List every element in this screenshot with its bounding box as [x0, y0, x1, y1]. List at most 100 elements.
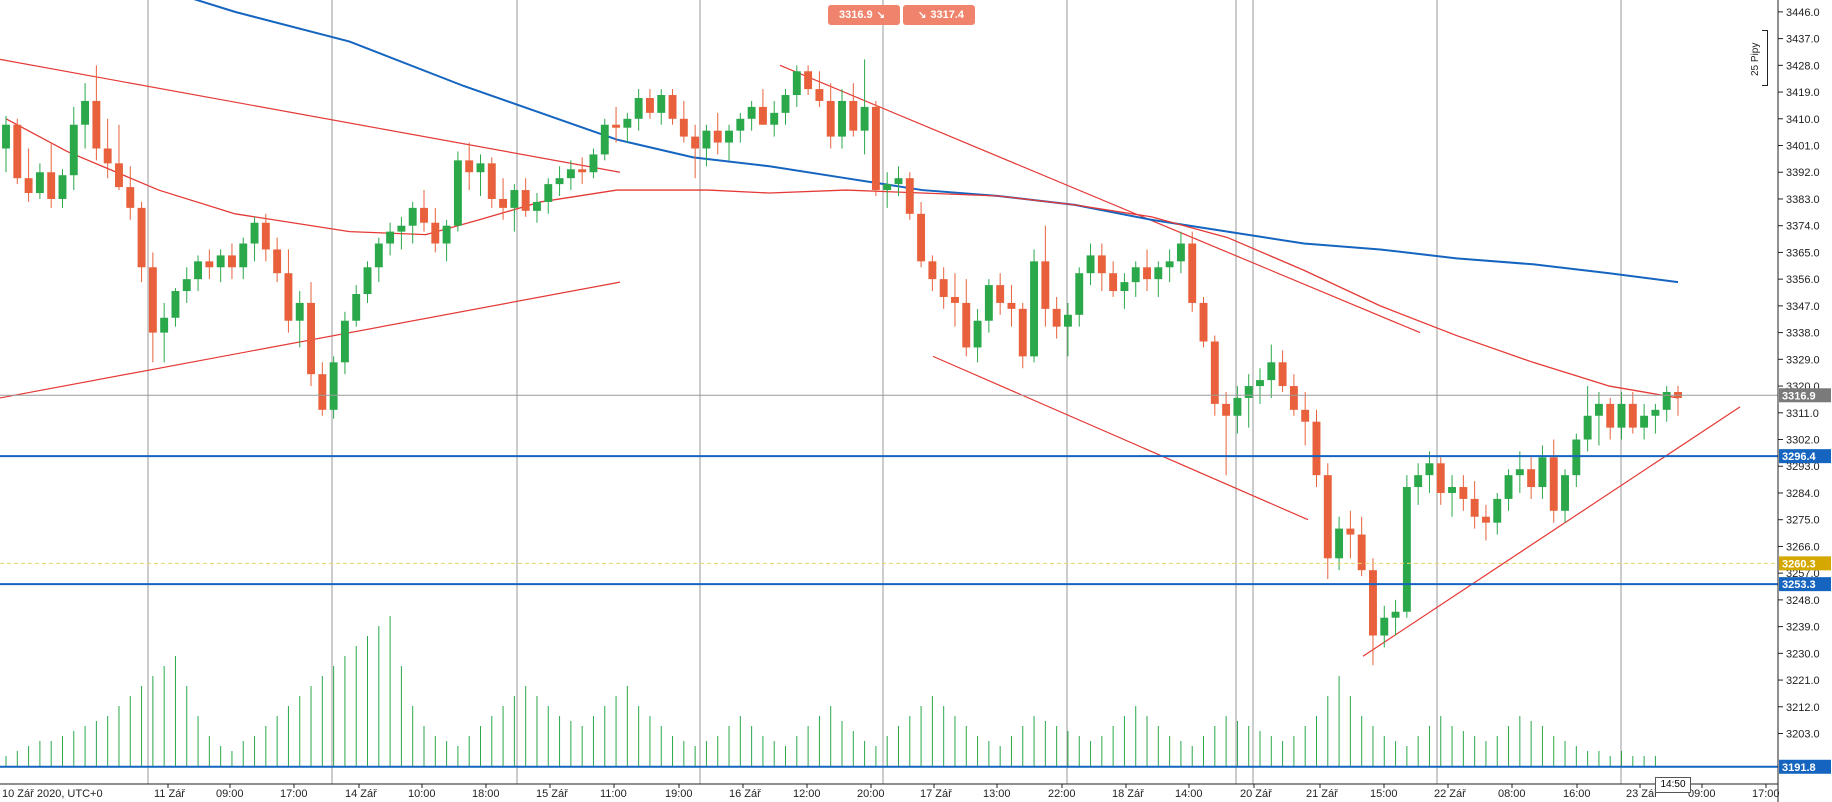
ask-button[interactable]: ↘ 3317.4: [903, 5, 975, 25]
candle-body: [566, 169, 575, 179]
candle-body: [1504, 475, 1513, 499]
candle-body: [1131, 267, 1140, 283]
candle-body: [1176, 243, 1185, 262]
x-tick-label: 10 Zář 2020, UTC+0: [2, 788, 103, 800]
moving-averages: [5, 0, 1679, 399]
candle-body: [1606, 403, 1615, 428]
y-tick-label: 3365.0: [1786, 247, 1820, 259]
candle-body: [1097, 255, 1106, 274]
candle-body: [928, 261, 937, 280]
candle-body: [792, 71, 801, 96]
candle-body: [1267, 362, 1276, 381]
x-tick-label: 11:00: [600, 788, 627, 800]
candle-body: [1459, 487, 1468, 499]
candle-body: [1414, 475, 1423, 488]
y-tick-label: 3347.0: [1786, 301, 1820, 313]
candle-body: [1640, 415, 1649, 428]
candle-body: [1369, 570, 1377, 636]
candle-body: [1515, 469, 1524, 476]
ask-price: 3317.4: [930, 9, 965, 21]
candle-body: [137, 207, 146, 268]
candle-body: [521, 190, 530, 211]
vertical-gridlines: [147, 0, 1622, 784]
candle-body: [1594, 403, 1603, 416]
x-tick-label: 22 Zář: [1434, 788, 1466, 800]
candle-body: [634, 98, 643, 119]
candle-body: [770, 112, 779, 125]
candle-body: [227, 255, 236, 268]
candle-body: [1323, 475, 1332, 559]
candle-body: [103, 148, 112, 164]
x-tick-label: 09:00: [1688, 788, 1716, 800]
candle-body: [1210, 341, 1219, 404]
price-tag-label: 3253.3: [1782, 579, 1816, 591]
candle-body: [1165, 261, 1174, 268]
candle-body: [713, 130, 722, 143]
candle-body: [1448, 487, 1457, 493]
candle-body: [1154, 267, 1163, 280]
candle-body: [984, 285, 993, 321]
candle-body: [374, 243, 383, 268]
x-tick-label: 14:00: [1175, 788, 1203, 800]
price-tag: [1779, 449, 1831, 464]
x-tick-label: 13:00: [983, 788, 1011, 800]
trendline: [1362, 406, 1741, 657]
x-tick-label: 21 Zář: [1306, 788, 1338, 800]
candle-body: [442, 225, 451, 244]
x-tick-label: 16:00: [1563, 788, 1591, 800]
candle-body: [815, 89, 824, 101]
candle-body: [1662, 392, 1671, 410]
trendline: [932, 355, 1309, 521]
y-tick-label: 3230.0: [1786, 648, 1820, 660]
y-tick-label: 3248.0: [1786, 595, 1820, 607]
candle-body: [171, 291, 180, 318]
y-tick-label: 3383.0: [1786, 194, 1820, 206]
candle-body: [69, 124, 78, 176]
candle-body: [1007, 302, 1016, 309]
candle-body: [623, 118, 632, 128]
candle-body: [58, 175, 67, 199]
candle-body: [838, 100, 846, 137]
candle-body: [1380, 617, 1389, 636]
y-tick-label: 3428.0: [1786, 60, 1820, 72]
candle-body: [1256, 380, 1264, 387]
volume-bars: [5, 616, 1656, 766]
y-tick-label: 3284.0: [1786, 488, 1820, 500]
candle-body: [1222, 403, 1231, 416]
pips-label: 25 Pipy: [1750, 42, 1761, 76]
candle-body: [1041, 261, 1050, 309]
x-tick-label: 17:00: [280, 788, 308, 800]
candle-body: [386, 231, 395, 244]
candle-body: [1120, 282, 1129, 292]
candle-body: [205, 261, 214, 268]
y-tick-label: 3203.0: [1786, 729, 1820, 741]
candle-body: [329, 362, 338, 410]
candle-body: [1312, 421, 1321, 476]
moving-average-red: [5, 118, 1679, 399]
candle-body: [758, 106, 767, 125]
candle-body: [1493, 498, 1502, 523]
x-tick-label: 20 Zář: [1240, 788, 1272, 800]
candle-body: [420, 207, 428, 223]
candle-body: [1346, 528, 1355, 535]
candle-body: [1289, 386, 1298, 410]
candle-body: [81, 100, 90, 125]
x-tick-label: 17 Zář: [920, 788, 952, 800]
candle-body: [284, 273, 293, 321]
candle-body: [182, 279, 191, 292]
y-tick-label: 3392.0: [1786, 167, 1820, 179]
y-tick-label: 3338.0: [1786, 328, 1820, 340]
candle-body: [1030, 261, 1039, 357]
candle-body: [194, 261, 203, 280]
candle-body: [216, 255, 225, 268]
horizontal-levels[interactable]: [0, 394, 1778, 768]
candle-body: [544, 184, 553, 202]
candle-body: [1063, 314, 1072, 327]
y-tick-label: 3419.0: [1786, 87, 1820, 99]
candle-body: [612, 124, 621, 128]
price-tag-label: 3316.9: [1782, 390, 1816, 402]
bid-button[interactable]: 3316.9 ↘: [828, 5, 900, 25]
candle-body: [645, 98, 654, 113]
candle-body: [905, 178, 914, 214]
